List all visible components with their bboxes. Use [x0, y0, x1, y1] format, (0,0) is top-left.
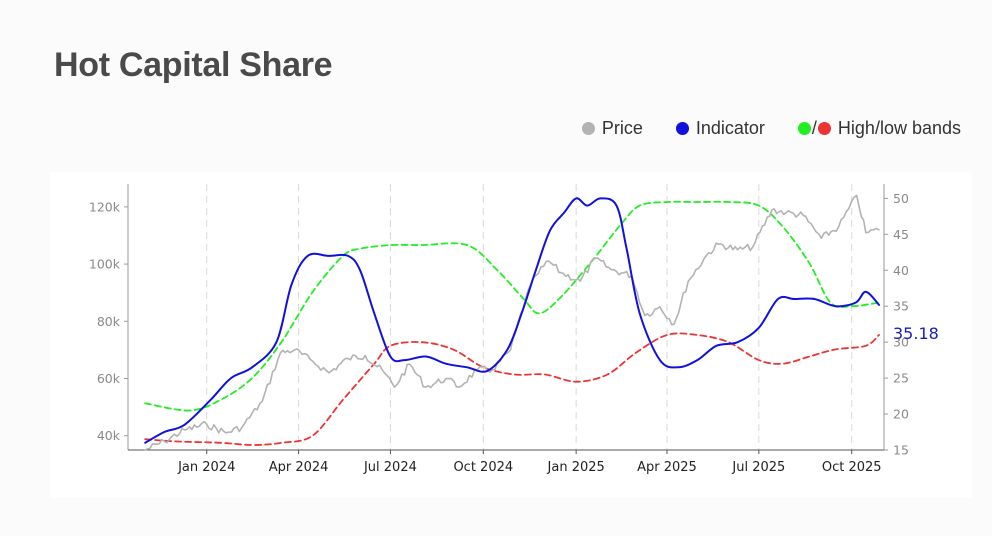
indicator-dot-icon [675, 122, 689, 135]
y-right-tick-label: 20 [893, 407, 909, 422]
tick-labels: Jan 2024 Apr 2024 Jul 2024 Oct 2024 Jan 2025… [89, 191, 939, 475]
legend-label-bands: High/low bands [837, 118, 961, 138]
y-left-tick-label: 40k [97, 428, 121, 443]
y-right-tick-label: 35 [893, 299, 909, 314]
grid-lines [206, 184, 853, 450]
y-right-tick-label: 15 [893, 443, 909, 458]
legend-label-indicator: Indicator [695, 118, 765, 138]
high-band-line [144, 200, 880, 412]
y-left-tick-label: 120k [89, 199, 121, 214]
legend-label-price: Price [601, 118, 643, 138]
chart-panel: Jan 2024 Apr 2024 Jul 2024 Oct 2024 Jan 2025… [50, 172, 972, 498]
y-right-tick-label: 45 [893, 227, 909, 242]
x-tick-label: Jul 2025 [731, 460, 785, 475]
chart-title: Hot Capital Share [54, 46, 333, 84]
x-tick-label: Apr 2025 [637, 460, 697, 475]
price-dot-icon [581, 122, 595, 135]
legend-item-price[interactable]: Price [581, 118, 643, 139]
x-tick-label: Jan 2025 [547, 460, 605, 475]
x-tick-label: Apr 2024 [269, 460, 329, 475]
y-left-tick-label: 80k [97, 314, 121, 329]
y-right-tick-label: 50 [893, 191, 909, 206]
y-left-tick-label: 100k [89, 257, 121, 272]
y-left-tick-label: 60k [97, 371, 121, 386]
x-tick-label: Jan 2024 [177, 460, 235, 475]
y-right-tick-label: 30 [893, 335, 909, 350]
series-lines [144, 194, 880, 451]
low-band-line [144, 332, 880, 446]
low-band-dot-icon [817, 122, 831, 135]
price-line [144, 194, 880, 451]
indicator-line [144, 197, 880, 444]
y-right-tick-label: 40 [893, 263, 909, 278]
axes [124, 184, 888, 454]
y-right-tick-label: 25 [893, 371, 909, 386]
high-band-dot-icon [797, 122, 811, 135]
chart-legend: Price Indicator / High/low bands [549, 118, 961, 139]
legend-item-indicator[interactable]: Indicator [675, 118, 765, 139]
x-tick-label: Oct 2024 [453, 460, 513, 475]
legend-separator: / [811, 118, 817, 138]
indicator-last-value: 35.18 [893, 324, 939, 343]
legend-item-bands[interactable]: / High/low bands [797, 118, 961, 139]
chart-svg: Jan 2024 Apr 2024 Jul 2024 Oct 2024 Jan 2025… [89, 184, 939, 475]
x-tick-label: Jul 2024 [363, 460, 417, 475]
x-tick-label: Oct 2025 [822, 460, 882, 475]
